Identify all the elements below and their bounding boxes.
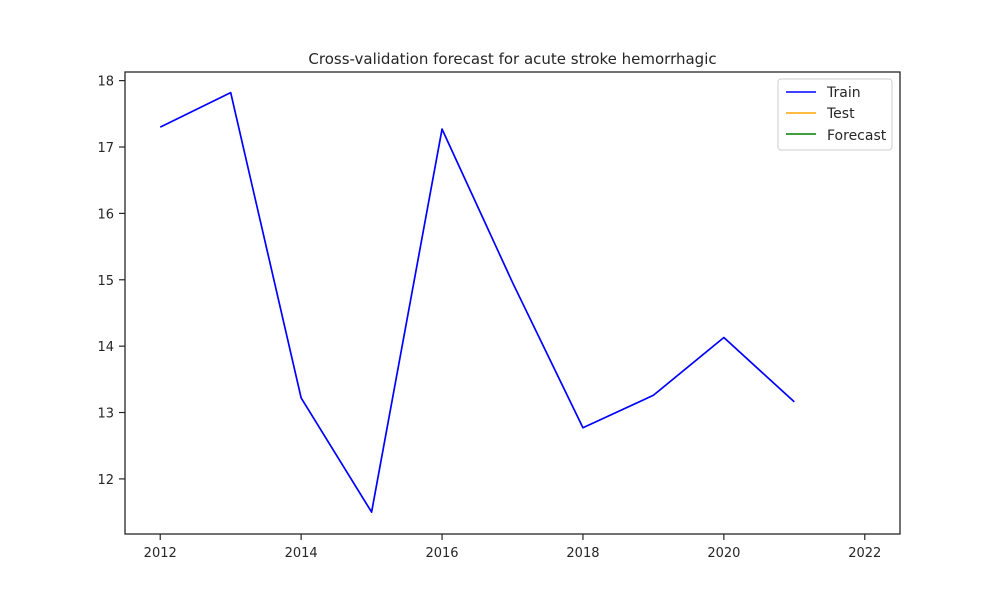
y-tick-label: 18 (97, 75, 114, 90)
x-tick-label: 2020 (707, 546, 740, 561)
chart-title: Cross-validation forecast for acute stro… (308, 50, 716, 68)
x-tick-label: 2018 (566, 546, 599, 561)
legend-label-train: Train (826, 85, 861, 101)
y-tick-label: 16 (97, 207, 114, 222)
series-layer (159, 91, 795, 513)
series-line-train (159, 91, 795, 513)
legend-box (777, 78, 893, 151)
y-tick-label: 13 (97, 407, 114, 422)
legend: Train Test Forecast (777, 78, 893, 151)
y-axis: 12 13 14 15 16 17 18 (97, 75, 125, 488)
x-tick-label: 2022 (848, 546, 881, 561)
x-tick-label: 2016 (425, 546, 458, 561)
y-tick-label: 12 (97, 473, 114, 488)
y-tick-label: 14 (97, 340, 114, 355)
plot-area (124, 71, 901, 535)
y-tick-label: 15 (97, 274, 114, 289)
legend-label-forecast: Forecast (827, 128, 887, 144)
legend-label-test: Test (826, 106, 855, 122)
x-tick-label: 2014 (285, 546, 318, 561)
y-tick-label: 17 (97, 141, 114, 156)
x-axis: 2012 2014 2016 2018 2020 2022 (144, 534, 881, 561)
x-tick-label: 2012 (144, 546, 177, 561)
